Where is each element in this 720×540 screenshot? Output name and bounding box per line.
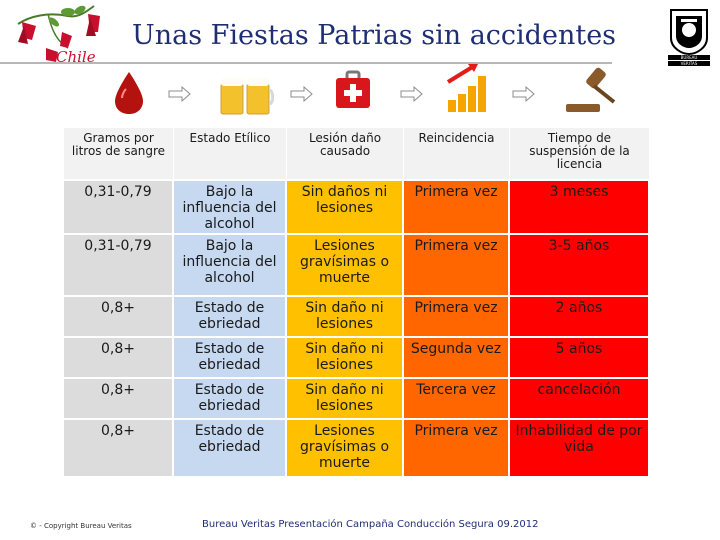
chile-copihue-logo: Chile: [8, 2, 108, 76]
table-row: 0,8+ Estado de ebriedad Sin daño ni lesi…: [64, 295, 650, 336]
cell-recidivism: Segunda vez: [404, 336, 510, 377]
cell-suspension-time: 2 años: [510, 295, 650, 336]
first-aid-kit-icon: [334, 70, 372, 110]
blood-drop-icon: [113, 70, 145, 116]
header-suspension-time: Tiempo de suspensión de la licencia: [510, 128, 650, 179]
cell-injury-damage: Sin daño ni lesiones: [287, 377, 404, 418]
cell-recidivism: Primera vez: [404, 179, 510, 233]
cell-suspension-time: 3-5 años: [510, 233, 650, 295]
cell-injury-damage: Sin daño ni lesiones: [287, 295, 404, 336]
cell-recidivism: Tercera vez: [404, 377, 510, 418]
cell-ethyl-state: Estado de ebriedad: [174, 336, 287, 377]
cell-recidivism: Primera vez: [404, 418, 510, 476]
judge-gavel-icon: [564, 64, 618, 114]
cell-suspension-time: 3 meses: [510, 179, 650, 233]
header-injury-damage: Lesión daño causado: [287, 128, 404, 179]
table-row: 0,8+ Estado de ebriedad Lesiones gravísi…: [64, 418, 650, 476]
table-header-row: Gramos por litros de sangre Estado Etíli…: [64, 128, 650, 179]
arrow-right-icon: [290, 85, 314, 103]
bv-logo-text-2: VERITAS: [681, 61, 698, 66]
presentation-footer: Bureau Veritas Presentación Campaña Cond…: [202, 519, 539, 530]
table-row: 0,8+ Estado de ebriedad Sin daño ni lesi…: [64, 336, 650, 377]
cell-injury-damage: Sin daños ni lesiones: [287, 179, 404, 233]
cell-blood-grams: 0,8+: [64, 336, 174, 377]
header-blood-grams: Gramos por litros de sangre: [64, 128, 174, 179]
cell-injury-damage: Lesiones gravísimas o muerte: [287, 233, 404, 295]
cell-ethyl-state: Bajo la influencia del alcohol: [174, 179, 287, 233]
rising-bars-icon: [444, 62, 494, 114]
copyright-text: © - Copyright Bureau Veritas: [30, 522, 132, 530]
cell-ethyl-state: Estado de ebriedad: [174, 295, 287, 336]
arrow-right-icon: [168, 85, 192, 103]
cell-blood-grams: 0,31-0,79: [64, 179, 174, 233]
cell-injury-damage: Lesiones gravísimas o muerte: [287, 418, 404, 476]
beer-mugs-icon: [218, 72, 275, 116]
table-row: 0,8+ Estado de ebriedad Sin daño ni lesi…: [64, 377, 650, 418]
arrow-right-icon: [400, 85, 424, 103]
cell-blood-grams: 0,8+: [64, 295, 174, 336]
bureau-veritas-logo: BUREAU VERITAS: [666, 8, 712, 66]
arrow-right-icon: [512, 85, 536, 103]
cell-ethyl-state: Estado de ebriedad: [174, 377, 287, 418]
chile-logo-text: Chile: [56, 48, 96, 66]
cell-blood-grams: 0,8+: [64, 418, 174, 476]
cell-suspension-time: cancelación: [510, 377, 650, 418]
cell-blood-grams: 0,31-0,79: [64, 233, 174, 295]
license-suspension-table: Gramos por litros de sangre Estado Etíli…: [64, 128, 650, 476]
cell-ethyl-state: Bajo la influencia del alcohol: [174, 233, 287, 295]
cell-suspension-time: Inhabilidad de por vida: [510, 418, 650, 476]
cell-injury-damage: Sin daño ni lesiones: [287, 336, 404, 377]
table-row: 0,31-0,79 Bajo la influencia del alcohol…: [64, 233, 650, 295]
table-row: 0,31-0,79 Bajo la influencia del alcohol…: [64, 179, 650, 233]
cell-suspension-time: 5 años: [510, 336, 650, 377]
cell-recidivism: Primera vez: [404, 295, 510, 336]
header-ethyl-state: Estado Etílico: [174, 128, 287, 179]
bv-logo-text-1: BUREAU: [681, 55, 698, 60]
title-divider: [0, 62, 612, 64]
cell-ethyl-state: Estado de ebriedad: [174, 418, 287, 476]
cell-recidivism: Primera vez: [404, 233, 510, 295]
page-title: Unas Fiestas Patrias sin accidentes: [132, 20, 617, 51]
cell-blood-grams: 0,8+: [64, 377, 174, 418]
header-recidivism: Reincidencia: [404, 128, 510, 179]
